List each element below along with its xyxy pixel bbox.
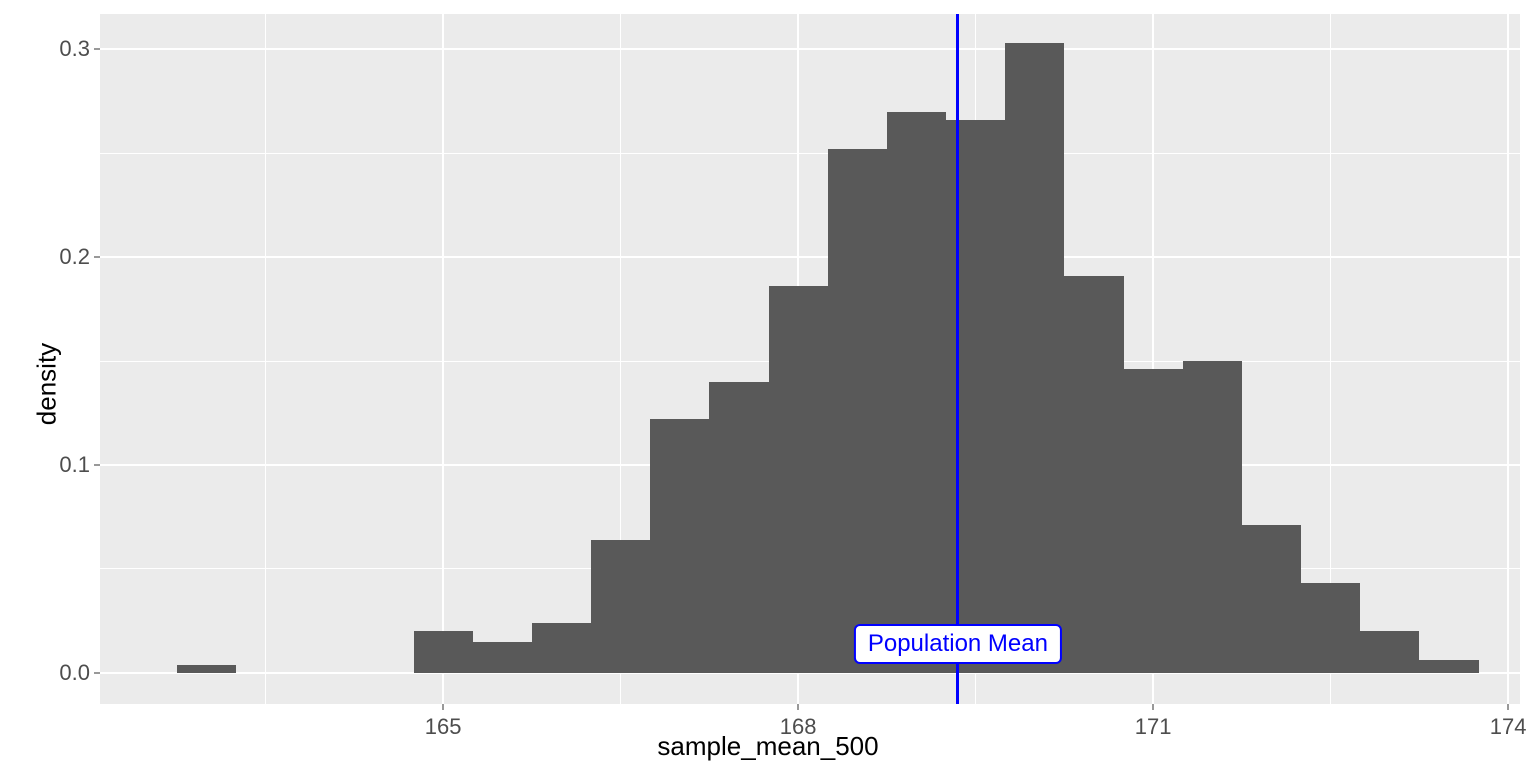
histogram-bar bbox=[591, 540, 650, 673]
histogram-bar bbox=[1242, 525, 1301, 673]
histogram-bar bbox=[828, 149, 887, 673]
x-tick-label: 171 bbox=[1135, 714, 1172, 740]
histogram-bar bbox=[1005, 43, 1064, 673]
histogram-bar bbox=[1360, 631, 1419, 673]
y-tick-mark bbox=[94, 464, 100, 465]
histogram-bar bbox=[1064, 276, 1123, 673]
x-axis-title: sample_mean_500 bbox=[0, 731, 1536, 762]
histogram-bar bbox=[473, 642, 532, 673]
x-tick-mark bbox=[1508, 704, 1509, 710]
histogram-bar bbox=[1183, 361, 1242, 673]
histogram-bar bbox=[1124, 369, 1183, 672]
histogram-bar bbox=[769, 286, 828, 673]
gridline-v-minor bbox=[265, 14, 266, 704]
histogram-bar bbox=[414, 631, 473, 673]
plot-area: Population Mean 0.00.10.20.3165168171174 bbox=[100, 14, 1520, 704]
gridline-v bbox=[442, 14, 444, 704]
x-tick-mark bbox=[1153, 704, 1154, 710]
x-tick-label: 165 bbox=[425, 714, 462, 740]
y-tick-mark bbox=[94, 672, 100, 673]
y-tick-label: 0.3 bbox=[59, 36, 90, 62]
gridline-h-minor bbox=[100, 153, 1520, 154]
histogram-bar bbox=[946, 120, 1005, 673]
x-tick-mark bbox=[443, 704, 444, 710]
histogram-chart: density sample_mean_500 Population Mean … bbox=[0, 0, 1536, 768]
gridline-h bbox=[100, 256, 1520, 258]
plot-panel: Population Mean bbox=[100, 14, 1520, 704]
y-tick-label: 0.1 bbox=[59, 452, 90, 478]
x-tick-label: 174 bbox=[1490, 714, 1527, 740]
histogram-bar bbox=[177, 665, 236, 673]
histogram-bar bbox=[709, 382, 768, 673]
histogram-bar bbox=[650, 419, 709, 673]
histogram-bar bbox=[1419, 660, 1478, 672]
y-axis-title: density bbox=[32, 343, 63, 425]
population-mean-label: Population Mean bbox=[854, 624, 1062, 664]
histogram-bar bbox=[1301, 583, 1360, 672]
histogram-bar bbox=[532, 623, 591, 673]
y-tick-label: 0.0 bbox=[59, 660, 90, 686]
x-tick-label: 168 bbox=[780, 714, 817, 740]
y-tick-label: 0.2 bbox=[59, 244, 90, 270]
y-tick-mark bbox=[94, 49, 100, 50]
histogram-bar bbox=[887, 112, 946, 673]
population-mean-line bbox=[956, 14, 959, 704]
y-tick-mark bbox=[94, 257, 100, 258]
x-tick-mark bbox=[798, 704, 799, 710]
gridline-h bbox=[100, 48, 1520, 50]
gridline-v bbox=[1507, 14, 1509, 704]
